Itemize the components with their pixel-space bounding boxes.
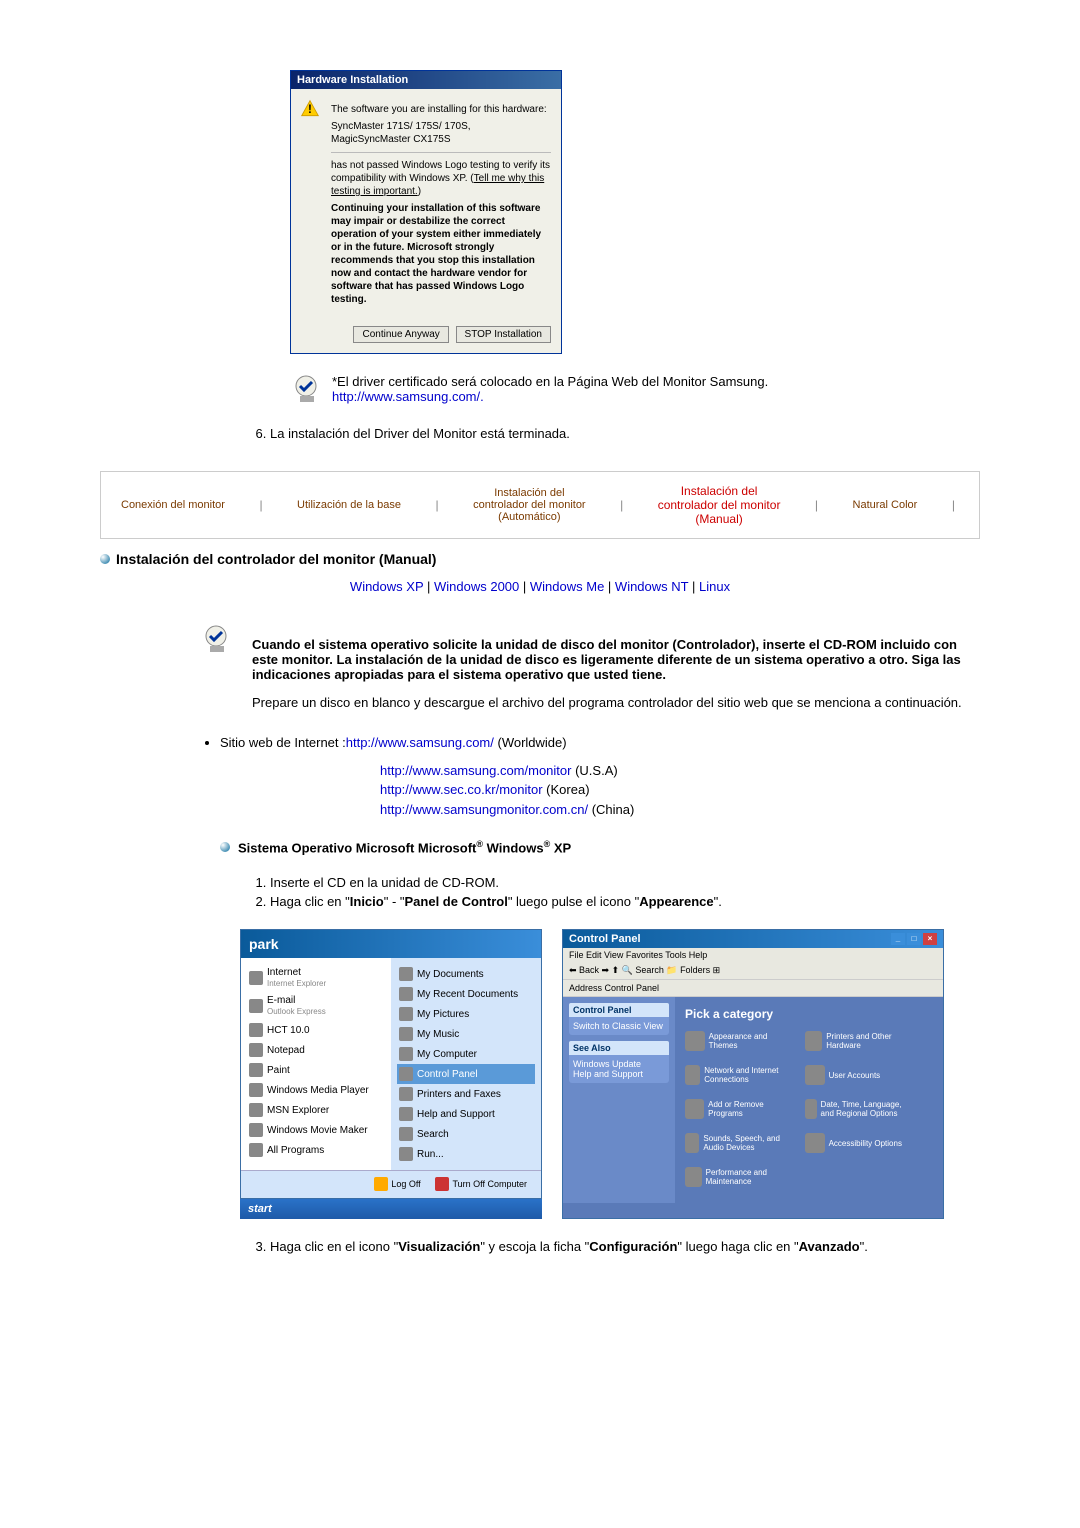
site-china[interactable]: http://www.samsungmonitor.com.cn/ [380,802,588,817]
sm-item[interactable]: Notepad [247,1040,385,1060]
cp-menubar[interactable]: File Edit View Favorites Tools Help [563,948,943,962]
dialog-title: Hardware Installation [291,71,561,89]
logoff-button[interactable]: Log Off [368,1175,426,1193]
start-button[interactable]: start [240,1199,542,1219]
cp-category[interactable]: Performance and Maintenance [685,1167,797,1187]
cp-category[interactable]: Printers and Other Hardware [805,1031,917,1051]
cp-category[interactable]: User Accounts [805,1065,917,1085]
sm-item[interactable]: Paint [247,1060,385,1080]
tab-conexion[interactable]: Conexión del monitor [121,499,225,511]
dialog-line3: has not passed Windows Logo testing to v… [331,159,551,198]
dialog-warning: Continuing your installation of this sof… [331,202,551,306]
warning-icon: ! [299,99,321,119]
tab-auto[interactable]: Instalación delcontrolador del monitor(A… [473,487,586,523]
xp-step-3: Haga clic en el icono "Visualización" y … [270,1239,980,1254]
sm-item[interactable]: Printers and Faxes [397,1084,535,1104]
sm-item[interactable]: MSN Explorer [247,1100,385,1120]
cp-toolbar[interactable]: ⬅ Back ➡ ⬆ 🔍 Search 📁 Folders ⊞ [563,962,943,980]
cp-category[interactable]: Add or Remove Programs [685,1099,797,1119]
cp-address[interactable]: Address Control Panel [563,980,943,997]
start-menu-screenshot: park InternetInternet ExplorerE-mailOutl… [240,929,542,1219]
dialog-line2: SyncMaster 171S/ 175S/ 170S, MagicSyncMa… [331,120,551,146]
sm-item[interactable]: My Pictures [397,1004,535,1024]
site-worldwide[interactable]: http://www.samsung.com/ [346,735,494,750]
bullet-icon-2 [220,842,230,852]
site-links-indent: http://www.samsung.com/monitor (U.S.A) h… [380,761,980,820]
link-2000[interactable]: Windows 2000 [434,579,519,594]
cp-title: Control Panel [569,933,641,945]
control-panel-screenshot: Control Panel _ □ × File Edit View Favor… [562,929,944,1219]
close-icon[interactable]: × [923,933,937,945]
samsung-link[interactable]: http://www.samsung.com/. [332,389,484,404]
bullet-icon [100,554,110,564]
section-header: Instalación del controlador del monitor … [100,551,980,567]
sm-item[interactable]: InternetInternet Explorer [247,964,385,992]
sm-item[interactable]: HCT 10.0 [247,1020,385,1040]
sm-item[interactable]: Windows Media Player [247,1080,385,1100]
install-step-6: La instalación del Driver del Monitor es… [270,426,980,441]
minimize-icon[interactable]: _ [891,933,905,945]
check-icon-2 [200,624,232,656]
sm-item[interactable]: My Recent Documents [397,984,535,1004]
cp-side-link[interactable]: Windows Update [573,1059,665,1069]
svg-text:!: ! [308,103,312,116]
sm-item[interactable]: Windows Movie Maker [247,1120,385,1140]
cp-side-title: Control Panel [569,1003,669,1017]
link-xp[interactable]: Windows XP [350,579,423,594]
turnoff-button[interactable]: Turn Off Computer [429,1175,533,1193]
os-xp-section: Sistema Operativo Microsoft Microsoft® W… [220,839,980,855]
cp-side-title2: See Also [569,1041,669,1055]
sm-item[interactable]: Run... [397,1144,535,1164]
cp-switch-link[interactable]: Switch to Classic View [573,1021,665,1031]
dialog-line1: The software you are installing for this… [331,103,551,116]
xp-step-1: Inserte el CD en la unidad de CD-ROM. [270,875,980,890]
sm-item[interactable]: Control Panel [397,1064,535,1084]
hardware-install-dialog: Hardware Installation ! The software you… [290,70,562,354]
pick-category-title: Pick a category [685,1007,933,1021]
link-me[interactable]: Windows Me [530,579,604,594]
info-paragraph-2: Prepare un disco en blanco y descargue e… [252,695,980,710]
site-usa[interactable]: http://www.samsung.com/monitor [380,763,571,778]
sm-item[interactable]: All Programs [247,1140,385,1160]
cp-category[interactable]: Appearance and Themes [685,1031,797,1051]
certified-driver-note: *El driver certificado será colocado en … [332,374,980,404]
check-icon [290,374,322,406]
site-korea[interactable]: http://www.sec.co.kr/monitor [380,782,543,797]
info-paragraph-1: Cuando el sistema operativo solicite la … [252,637,980,682]
continue-anyway-button[interactable]: Continue Anyway [353,326,448,343]
tab-base[interactable]: Utilización de la base [297,499,401,511]
start-menu-user: park [241,930,541,958]
sm-item[interactable]: My Documents [397,964,535,984]
cp-category[interactable]: Accessibility Options [805,1133,917,1153]
link-linux[interactable]: Linux [699,579,730,594]
tab-natural-color[interactable]: Natural Color [853,499,918,511]
tab-manual-active[interactable]: Instalación delcontrolador del monitor(M… [658,484,781,526]
cp-category[interactable]: Sounds, Speech, and Audio Devices [685,1133,797,1153]
sm-item[interactable]: E-mailOutlook Express [247,992,385,1020]
maximize-icon[interactable]: □ [907,933,921,945]
os-links: Windows XP | Windows 2000 | Windows Me |… [100,579,980,594]
cp-category[interactable]: Date, Time, Language, and Regional Optio… [805,1099,917,1119]
cp-side-link[interactable]: Help and Support [573,1069,665,1079]
navigation-tabs: Conexión del monitor | Utilización de la… [100,471,980,539]
cp-category[interactable]: Network and Internet Connections [685,1065,797,1085]
sm-item[interactable]: My Computer [397,1044,535,1064]
sm-item[interactable]: My Music [397,1024,535,1044]
sm-item[interactable]: Search [397,1124,535,1144]
site-list: Sitio web de Internet :http://www.samsun… [220,733,980,753]
xp-step-2: Haga clic en "Inicio" - "Panel de Contro… [270,894,980,909]
link-nt[interactable]: Windows NT [615,579,688,594]
stop-installation-button[interactable]: STOP Installation [456,326,551,343]
sm-item[interactable]: Help and Support [397,1104,535,1124]
